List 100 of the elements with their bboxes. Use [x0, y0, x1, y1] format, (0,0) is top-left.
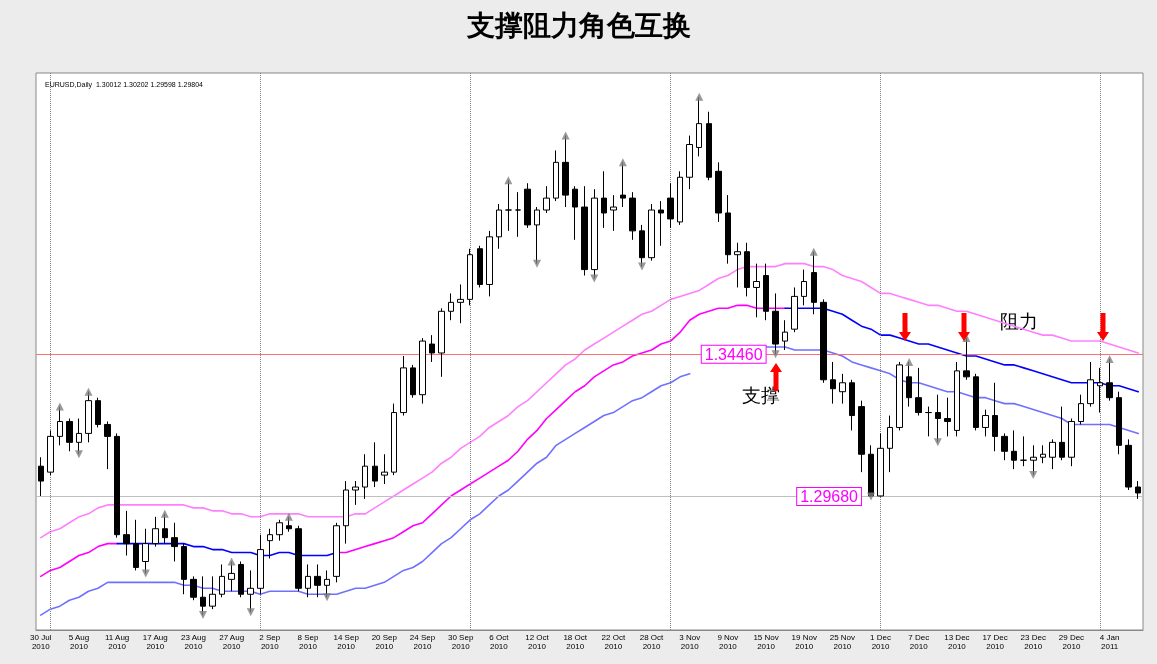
candlestick [457, 283, 464, 324]
point [323, 593, 332, 602]
candlestick [171, 522, 178, 562]
candlestick [123, 510, 130, 557]
x-tick-label: 14 Sep 2010 [333, 633, 360, 651]
candlestick [658, 200, 664, 247]
candlestick [219, 563, 225, 598]
candlestick [944, 397, 951, 437]
candlestick [782, 319, 788, 351]
x-tick-label: 23 Aug 2010 [181, 633, 206, 651]
candlestick [868, 444, 874, 498]
point [809, 247, 818, 256]
candlestick [791, 286, 798, 333]
candlestick [295, 525, 302, 592]
candlestick [677, 170, 683, 226]
x-tick-label: 4 Jan 2011 [1099, 633, 1120, 651]
x-tick-label: 24 Sep 2010 [409, 633, 436, 651]
candlestick [238, 560, 244, 598]
candlestick [314, 563, 321, 598]
candlestick [715, 161, 722, 223]
candlestick [391, 403, 397, 476]
x-tick-label: 30 Jul 2010 [30, 633, 52, 651]
candlestick [486, 230, 493, 297]
x-tick-label: 27 Aug 2010 [219, 633, 245, 651]
x-tick-label: 11 Aug 2010 [104, 633, 130, 651]
candlestick [257, 534, 264, 595]
candlestick [553, 149, 559, 202]
point [141, 569, 150, 578]
point [533, 259, 542, 268]
candlestick [849, 379, 855, 431]
candlestick [1135, 480, 1141, 500]
candlestick [410, 364, 416, 399]
point [905, 357, 914, 366]
candlestick [95, 397, 101, 428]
x-tick-label: 2 Sep 2010 [259, 633, 281, 651]
candlestick [744, 242, 750, 297]
candlestick [133, 519, 139, 571]
point [74, 450, 83, 459]
candlestick [982, 409, 989, 437]
candlestick [372, 441, 378, 488]
candlestick [706, 111, 712, 181]
x-tick-label: 12 Oct 2010 [525, 633, 550, 651]
candlestick [1068, 418, 1075, 467]
candlestick [515, 191, 521, 238]
point [637, 262, 646, 271]
candlestick [477, 245, 483, 288]
candlestick [190, 575, 197, 601]
candlestick [601, 170, 607, 229]
candlestick [896, 361, 903, 431]
x-tick-label: 28 Oct 2010 [639, 633, 665, 651]
point [504, 176, 513, 185]
candlestick [572, 185, 578, 241]
candlestick [686, 135, 693, 190]
x-tick-label: 3 Nov 2010 [679, 633, 701, 651]
candlestick [820, 298, 827, 384]
candlestick [1097, 367, 1103, 414]
candlestick [362, 453, 368, 500]
x-tick-label: 19 Nov 2010 [791, 633, 817, 651]
candlestick [1011, 429, 1017, 470]
candlestick [1020, 435, 1027, 467]
candlestick [381, 453, 388, 485]
x-tick-label: 22 Oct 2010 [601, 633, 626, 651]
candlestick [1087, 361, 1094, 408]
candlestick [496, 203, 502, 250]
candlestick [209, 575, 216, 610]
candlestick [734, 242, 741, 288]
candlestick [992, 382, 998, 452]
point [160, 509, 169, 518]
x-tick-label: 1 Dec 2010 [870, 633, 892, 651]
point [1105, 354, 1114, 363]
candlestick [830, 361, 836, 405]
candlestick [438, 307, 445, 378]
x-tick-label: 5 Aug 2010 [68, 633, 90, 651]
point [695, 92, 704, 101]
candlestick [524, 182, 531, 229]
candlestick [352, 480, 359, 506]
chart-title: 支撑阻力角色互换 [465, 9, 691, 41]
candlestick [448, 292, 454, 321]
x-tick-label: 9 Nov 2010 [717, 633, 739, 651]
candlestick [753, 263, 760, 318]
candlestick [267, 528, 273, 560]
x-tick-label: 15 Nov 2010 [753, 633, 779, 651]
point [771, 350, 780, 359]
candlestick [1116, 391, 1122, 455]
x-tick-label: 17 Dec 2010 [982, 633, 1008, 651]
point [933, 438, 942, 447]
x-tick-label: 20 Sep 2010 [371, 633, 398, 651]
x-tick-label: 6 Oct 2010 [489, 633, 510, 651]
candlestick [104, 421, 111, 470]
candlestick [763, 263, 769, 321]
candlestick [333, 522, 340, 583]
candlestick [38, 456, 44, 497]
candlestick [839, 373, 846, 405]
candlestick [429, 334, 435, 363]
x-tick-label: 30 Sep 2010 [447, 633, 474, 651]
point [55, 402, 64, 411]
candlestick [1049, 438, 1056, 470]
candlestick [973, 373, 979, 431]
candlestick [152, 516, 159, 548]
candlestick [915, 367, 922, 417]
